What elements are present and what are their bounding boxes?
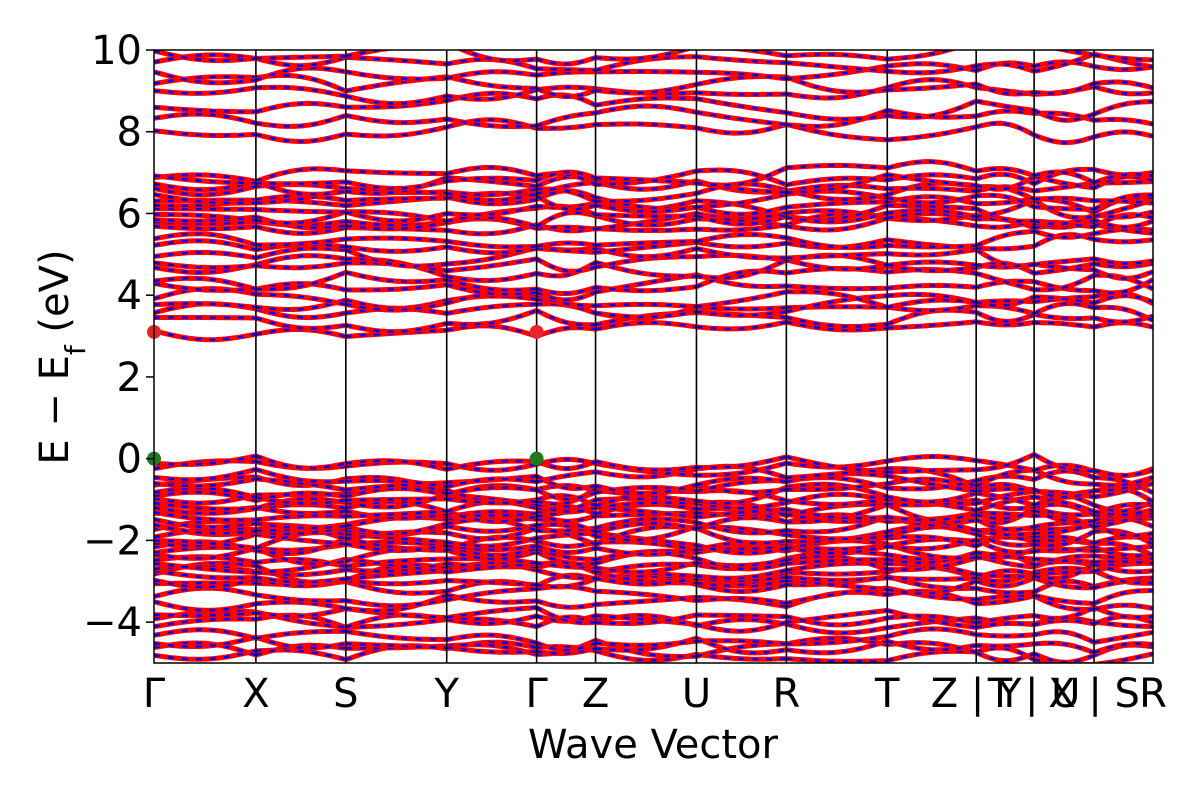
x-axis-label: Wave Vector — [528, 722, 779, 768]
y-axis-label-subscript: f — [59, 344, 92, 355]
band-down-59 — [154, 173, 1153, 196]
x-tick-label-12: R — [1139, 671, 1167, 717]
x-tick-label-4: Γ — [525, 671, 548, 717]
y-axis-label-main: E − E — [32, 355, 78, 465]
y-tick-label-3: 4 — [117, 273, 142, 319]
band-down-37 — [154, 453, 1153, 477]
band-down-34 — [154, 472, 1153, 499]
band-down-62 — [154, 118, 1153, 144]
band-down-32 — [154, 477, 1153, 506]
band-down-61 — [154, 160, 1153, 190]
x-tick-label-0: Γ — [143, 671, 166, 717]
band-down-19 — [154, 533, 1153, 556]
cbm-marker-1 — [529, 324, 544, 339]
vbm-marker-1 — [529, 451, 544, 466]
x-tick-label-3: Y — [433, 671, 459, 717]
band-down-2 — [154, 635, 1153, 655]
band-down-49 — [154, 227, 1153, 249]
band-lines — [154, 50, 1153, 663]
y-axis-label: E − Ef (eV) — [32, 249, 92, 464]
x-tick-label-6: U — [682, 671, 711, 717]
y-tick-label-6: −2 — [83, 518, 142, 564]
band-down-6 — [154, 606, 1153, 627]
x-tick-label-10: T | U — [987, 671, 1081, 717]
band-down-3 — [154, 627, 1153, 652]
x-tick-label-5: Z — [582, 671, 609, 717]
x-tick-label-1: X — [242, 671, 269, 717]
band-down-66 — [154, 74, 1153, 98]
x-tick-label-7: R — [772, 671, 800, 717]
y-tick-label-1: 8 — [117, 110, 142, 156]
x-tick-label-2: S — [333, 671, 358, 717]
high-symmetry-lines — [255, 50, 1095, 663]
band-up-62 — [154, 117, 1153, 146]
y-tick-label-0: 10 — [91, 28, 142, 74]
band-edge-markers — [147, 324, 544, 466]
y-tick-label-5: 0 — [117, 437, 142, 483]
y-tick-label-4: 2 — [117, 355, 142, 401]
band-down-69 — [154, 50, 1153, 66]
band-up-38 — [154, 319, 1153, 343]
x-tick-label-11: X | S — [1048, 671, 1140, 717]
band-down-42 — [154, 287, 1153, 312]
plot-frame — [153, 49, 1154, 664]
band-down-12 — [154, 561, 1153, 586]
x-tick-label-8: T — [874, 671, 900, 717]
band-down-68 — [154, 52, 1153, 75]
y-tick-label-7: −4 — [83, 600, 142, 646]
y-tick-label-2: 6 — [117, 191, 142, 237]
y-axis-label-unit: (eV) — [32, 249, 78, 345]
x-tick-label-9: Z | Y — [931, 671, 1022, 717]
band-down-23 — [154, 515, 1153, 536]
y-axis-ticks: 10 8 6 4 2 0 −2 −4 — [83, 28, 154, 646]
